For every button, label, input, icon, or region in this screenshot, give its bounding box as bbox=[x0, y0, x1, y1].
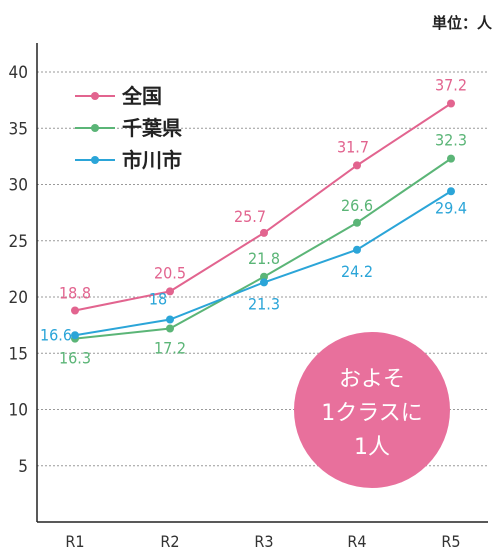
data-label: 18.8 bbox=[59, 284, 91, 303]
legend-label: 千葉県 bbox=[122, 116, 182, 140]
y-tick-label: 20 bbox=[9, 288, 28, 308]
legend-swatch-dot bbox=[91, 124, 99, 132]
y-axis-ticks: 5 10 15 20 25 30 35 40 bbox=[9, 63, 28, 477]
grid-lines bbox=[37, 71, 488, 467]
y-tick-label: 25 bbox=[9, 232, 28, 252]
callout-circle bbox=[294, 332, 450, 488]
data-label: 37.2 bbox=[435, 76, 467, 95]
data-label: 24.2 bbox=[341, 262, 373, 281]
data-label: 32.3 bbox=[435, 131, 467, 150]
axes bbox=[36, 43, 488, 523]
data-label: 17.2 bbox=[154, 339, 186, 358]
x-tick-label: R1 bbox=[65, 532, 84, 551]
data-point bbox=[260, 228, 268, 237]
data-point bbox=[353, 161, 361, 170]
data-label: 29.4 bbox=[435, 198, 467, 217]
unit-label: 単位：人 bbox=[432, 14, 493, 32]
data-point bbox=[447, 154, 455, 163]
data-label: 16.6 bbox=[40, 325, 72, 344]
y-tick-label: 10 bbox=[9, 401, 28, 421]
data-point bbox=[71, 331, 79, 340]
data-label: 16.3 bbox=[59, 349, 91, 368]
data-point bbox=[447, 187, 455, 196]
x-axis-ticks: R1 R2 R3 R4 R5 bbox=[65, 532, 460, 551]
data-point bbox=[260, 272, 268, 281]
data-label: 21.8 bbox=[248, 249, 280, 268]
y-tick-label: 35 bbox=[9, 119, 28, 139]
x-tick-label: R4 bbox=[347, 532, 366, 551]
legend-label: 全国 bbox=[121, 84, 162, 108]
data-label: 21.3 bbox=[248, 294, 280, 313]
data-point bbox=[166, 287, 174, 296]
legend-label: 市川市 bbox=[122, 148, 182, 172]
data-point bbox=[166, 324, 174, 333]
legend-swatch-dot bbox=[91, 92, 99, 100]
y-tick-label: 5 bbox=[18, 457, 28, 477]
data-point bbox=[447, 99, 455, 108]
data-point bbox=[166, 315, 174, 324]
y-tick-label: 40 bbox=[9, 63, 28, 83]
data-label: 25.7 bbox=[234, 207, 266, 226]
x-tick-label: R3 bbox=[254, 532, 273, 551]
series-lines bbox=[71, 99, 455, 343]
data-point bbox=[71, 306, 79, 315]
callout-badge: およそ 1クラスに 1人 bbox=[294, 332, 450, 488]
x-tick-label: R5 bbox=[441, 532, 460, 551]
callout-text-line: およそ bbox=[339, 367, 405, 392]
data-label: 20.5 bbox=[154, 263, 186, 282]
y-tick-label: 15 bbox=[9, 344, 28, 364]
callout-text-line: 1クラスに bbox=[321, 401, 423, 426]
data-label: 31.7 bbox=[337, 137, 369, 156]
data-point bbox=[353, 245, 361, 254]
data-point bbox=[353, 218, 361, 227]
callout-text-line: 1人 bbox=[354, 435, 390, 460]
y-tick-label: 30 bbox=[9, 176, 28, 196]
legend-swatch-dot bbox=[91, 156, 99, 164]
data-point bbox=[260, 278, 268, 287]
data-labels: 18.8 20.5 25.7 31.7 37.2 16.3 17.2 21.8 26.6 32.3… bbox=[40, 76, 467, 368]
x-tick-label: R2 bbox=[160, 532, 179, 551]
data-label: 26.6 bbox=[341, 196, 373, 215]
data-label: 18 bbox=[149, 290, 167, 309]
